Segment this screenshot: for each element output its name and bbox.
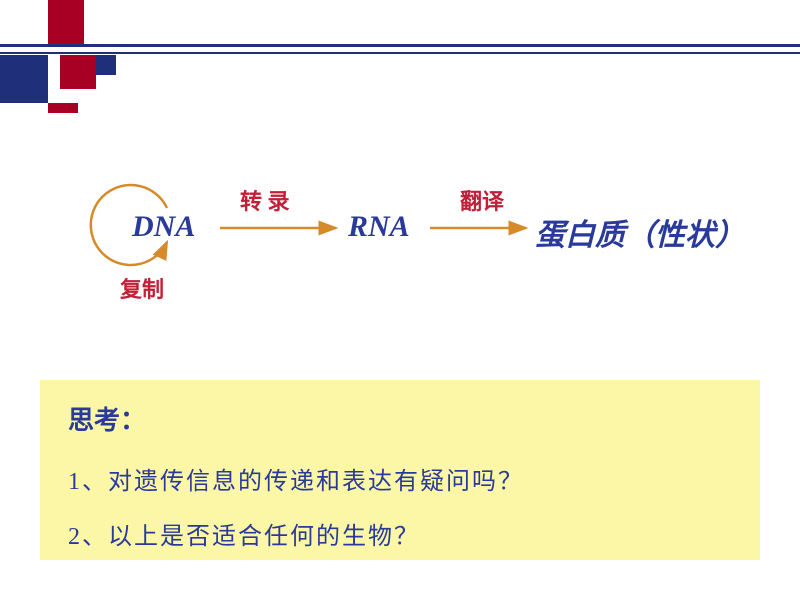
- node-dna: DNA: [132, 210, 195, 244]
- arrow-translation: [428, 220, 532, 236]
- question-heading: 思考：: [68, 400, 732, 437]
- central-dogma-diagram: DNA RNA 蛋白质（性状） 转 录 翻译 复制: [60, 180, 760, 300]
- deco-square-red-2: [60, 55, 96, 89]
- header-mid-line: [0, 52, 800, 54]
- question-2: 2、以上是否适合任何的生物？: [68, 516, 732, 551]
- question-box: 思考： 1、对遗传信息的传递和表达有疑问吗？ 2、以上是否适合任何的生物？: [40, 380, 760, 560]
- node-rna: RNA: [348, 210, 410, 244]
- deco-square-red-3: [48, 103, 78, 113]
- label-translation: 翻译: [460, 184, 504, 216]
- label-replication: 复制: [120, 272, 164, 304]
- deco-square-red-1: [48, 0, 84, 44]
- question-1: 1、对遗传信息的传递和表达有疑问吗？: [68, 461, 732, 496]
- deco-square-blue-1: [0, 55, 48, 103]
- header-top-line: [0, 44, 800, 47]
- arrow-transcription: [218, 220, 342, 236]
- deco-square-blue-2: [96, 55, 116, 75]
- label-transcription: 转 录: [240, 184, 290, 216]
- slide-header: [0, 0, 800, 110]
- node-protein: 蛋白质（性状）: [535, 210, 745, 254]
